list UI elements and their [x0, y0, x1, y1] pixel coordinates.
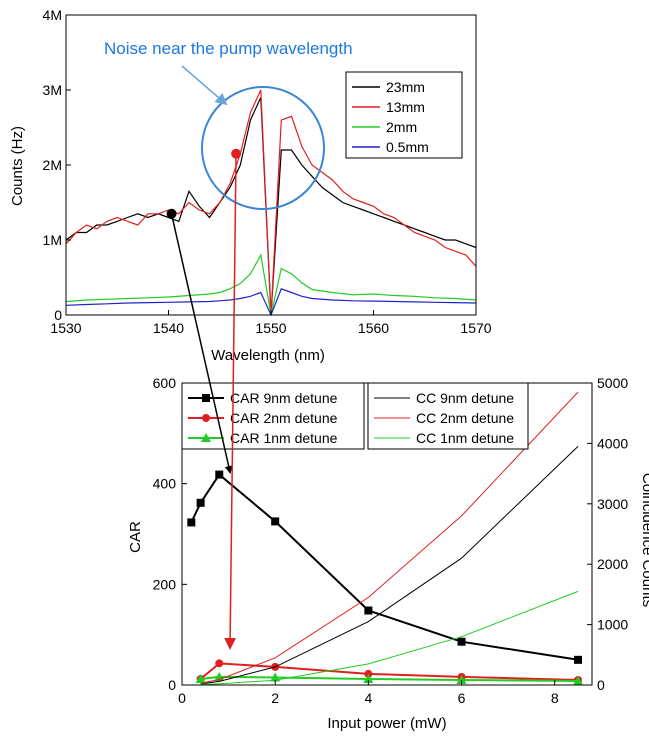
car-x-tick-label: 8 [551, 690, 559, 706]
spectrum-series-line-3 [65, 288, 477, 317]
car-point-marker [574, 655, 583, 664]
car-y2-tick-label: 1000 [597, 617, 628, 633]
car-point-marker [196, 498, 205, 507]
spectrum-y-tick-label: 1M [43, 232, 62, 248]
spectrum-highlight-marker-0 [166, 208, 177, 219]
spectrum-plot-frame [65, 14, 477, 316]
car-point-marker [363, 673, 374, 683]
car-y2-tick-label: 4000 [597, 435, 628, 451]
car-chart: 0 2 4 6 8 0 200 400 600 0 1000 2000 3000 4000 5000 I… [127, 375, 649, 732]
car-point-marker [573, 675, 584, 685]
spectrum-y-tick-label: 3M [43, 82, 62, 98]
black-marker-arrow [171, 215, 233, 474]
car-x-axis-label: Input power (mW) [327, 715, 446, 732]
pump-noise-arrow [181, 65, 228, 106]
car-legend-label-2: CAR 1nm detune [230, 430, 338, 446]
car-y-tick-label: 600 [153, 375, 177, 391]
car-point-marker [215, 470, 224, 479]
car-y-ticks: 0 200 400 600 [153, 375, 187, 693]
pump-noise-circle [201, 86, 325, 210]
spectrum-chart: 1530 1540 1550 1560 1570 0 1M 2M 3M 4M Wavelengt… [9, 7, 492, 364]
car-legend-label-0: CAR 9nm detune [230, 390, 338, 406]
car-y-tick-label: 400 [153, 476, 177, 492]
spectrum-legend-label-2: 2mm [386, 119, 417, 135]
car-legend-marker-0 [202, 394, 210, 402]
spectrum-x-ticks: 1530 1540 1550 1560 1570 [50, 310, 492, 336]
spectrum-legend-label-1: 13mm [386, 99, 425, 115]
car-point-marker [270, 672, 281, 682]
car-legend-label-4: CC 2nm detune [416, 410, 514, 426]
spectrum-x-axis-label: Wavelength (nm) [211, 347, 325, 364]
car-point-marker [271, 517, 280, 526]
car-y2-tick-label: 0 [597, 677, 605, 693]
car-series-line-2 [200, 675, 579, 682]
spectrum-series-line-2 [65, 253, 477, 316]
spectrum-x-tick-label: 1530 [50, 320, 81, 336]
spectrum-x-tick-label: 1560 [358, 320, 389, 336]
car-point-marker [456, 674, 467, 684]
spectrum-y-tick-label: 4M [43, 7, 62, 23]
car-legend-marker-1 [202, 414, 210, 422]
spectrum-y-tick-label: 0 [54, 307, 62, 323]
car-y2-tick-label: 5000 [597, 375, 628, 391]
car-y2-ticks: 0 1000 2000 3000 4000 5000 [587, 375, 628, 693]
car-series-line-5 [200, 590, 579, 685]
car-point-marker [187, 518, 196, 527]
car-x-tick-label: 4 [364, 690, 372, 706]
car-point-marker [195, 673, 206, 683]
car-x-tick-label: 6 [458, 690, 466, 706]
spectrum-y-ticks: 0 1M 2M 3M 4M [43, 7, 71, 323]
spectrum-y-tick-label: 2M [43, 157, 62, 173]
car-y2-axis-label: Coincidence Counts [639, 473, 649, 607]
car-point-marker [364, 669, 373, 678]
spectrum-x-tick-label: 1570 [460, 320, 491, 336]
car-point-marker [364, 606, 373, 615]
spectrum-legend: 23mm 13mm 2mm 0.5mm [345, 71, 463, 159]
car-y2-tick-label: 2000 [597, 556, 628, 572]
spectrum-legend-label-3: 0.5mm [386, 139, 429, 155]
car-legend-label-3: CC 9nm detune [416, 390, 514, 406]
car-y-tick-label: 200 [153, 576, 177, 592]
car-point-marker [215, 659, 224, 668]
car-legend-marker-2 [201, 433, 211, 442]
spectrum-legend-label-0: 23mm [386, 79, 425, 95]
spectrum-highlight-markers [166, 148, 242, 219]
spectrum-y-axis-label: Counts (Hz) [9, 126, 26, 206]
spectrum-highlight-marker-1 [231, 148, 242, 159]
car-legend-label-5: CC 1nm detune [416, 430, 514, 446]
car-series-line-4 [200, 391, 579, 684]
pump-noise-annotation: Noise near the pump wavelength [104, 39, 353, 58]
car-x-tick-label: 2 [271, 690, 279, 706]
red-marker-arrow [224, 157, 237, 650]
car-y2-tick-label: 3000 [597, 496, 628, 512]
car-x-tick-label: 0 [178, 690, 186, 706]
car-legend-label-1: CAR 2nm detune [230, 410, 338, 426]
car-y-tick-label: 0 [168, 677, 176, 693]
car-series-line-3 [200, 446, 579, 685]
car-legend: CAR 9nm detune CAR 2nm detune CAR 1nm detu… [181, 382, 529, 450]
spectrum-x-tick-label: 1550 [255, 320, 286, 336]
car-y-axis-label: CAR [127, 521, 144, 553]
car-series-lines [187, 391, 584, 685]
car-series-line-1 [199, 662, 579, 681]
spectrum-x-tick-label: 1540 [153, 320, 184, 336]
car-x-ticks: 0 2 4 6 8 [178, 680, 559, 706]
car-point-marker [457, 637, 466, 646]
